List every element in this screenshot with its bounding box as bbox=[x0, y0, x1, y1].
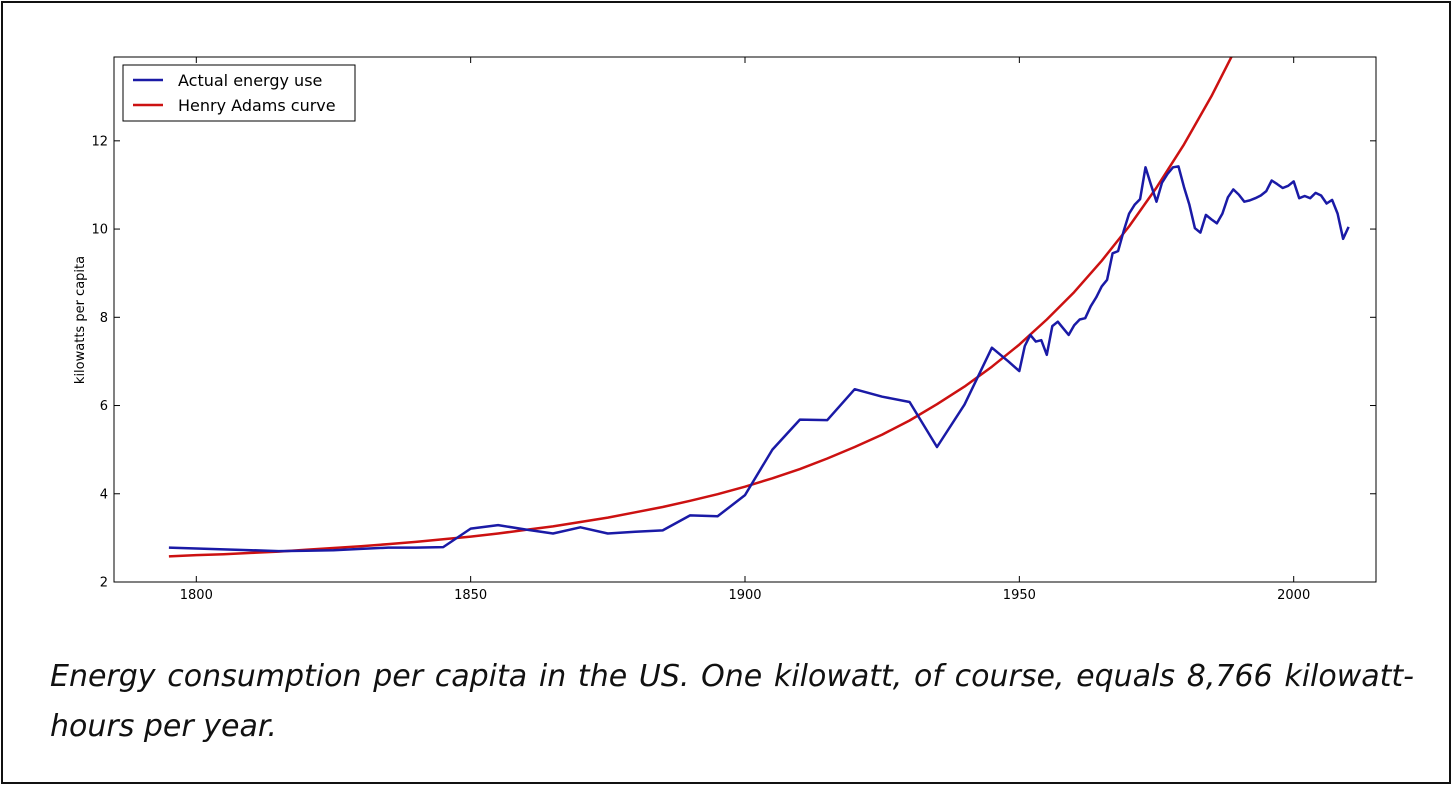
x-tick-label: 2000 bbox=[1277, 588, 1310, 603]
series-line-actual-energy-use bbox=[168, 165, 1350, 553]
x-tick-label: 1900 bbox=[728, 588, 761, 603]
y-tick-label: 2 bbox=[100, 576, 108, 591]
y-tick-label: 8 bbox=[100, 311, 108, 326]
x-tick-label: 1800 bbox=[180, 588, 213, 603]
y-tick-label: 4 bbox=[100, 487, 108, 502]
series-line-henry-adams-curve bbox=[168, 57, 1233, 558]
plot-layer bbox=[168, 57, 1350, 558]
legend-label: Henry Adams curve bbox=[178, 96, 336, 115]
energy-chart: 1800 1850 1900 1950 2000 2 4 6 8 10 12 kilowatts p… bbox=[73, 56, 1377, 603]
x-tick-label: 1950 bbox=[1003, 588, 1036, 603]
y-axis-label: kilowatts per capita bbox=[73, 256, 88, 384]
y-tick-label: 6 bbox=[100, 399, 108, 414]
y-tick-label: 12 bbox=[91, 134, 108, 149]
y-tick-label: 10 bbox=[91, 223, 108, 238]
figure-caption: Energy consumption per capita in the US.… bbox=[50, 659, 1414, 744]
x-tick-label: 1850 bbox=[454, 588, 487, 603]
legend: Actual energy use Henry Adams curve bbox=[122, 64, 356, 122]
legend-box bbox=[122, 64, 356, 122]
axes-box bbox=[113, 56, 1377, 583]
legend-label: Actual energy use bbox=[178, 71, 322, 90]
ticks-layer: 1800 1850 1900 1950 2000 2 4 6 8 10 12 bbox=[91, 57, 1376, 603]
